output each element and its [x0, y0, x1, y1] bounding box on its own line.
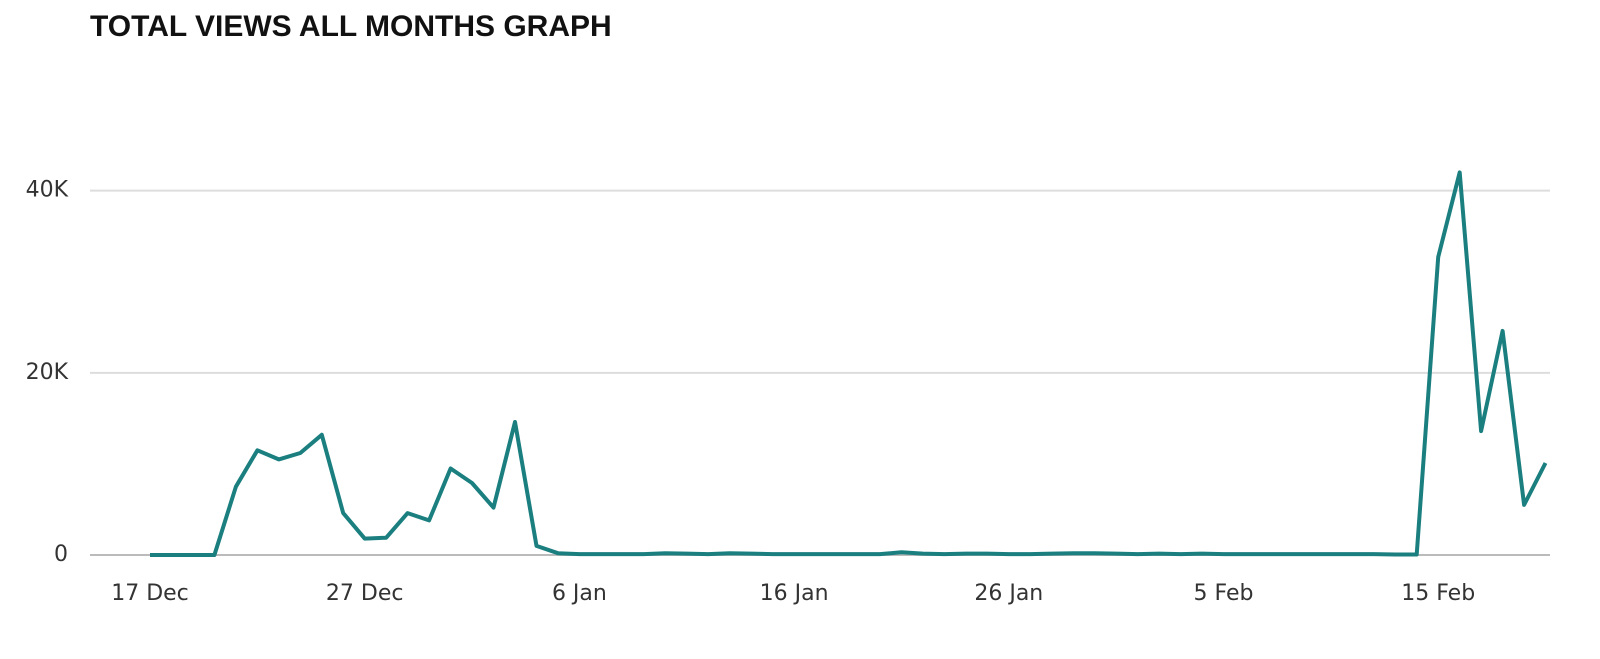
x-tick-label: 17 Dec [111, 581, 189, 606]
x-tick-label: 26 Jan [974, 581, 1043, 606]
x-tick-label: 5 Feb [1194, 581, 1254, 606]
x-tick-label: 6 Jan [552, 581, 607, 606]
x-tick-label: 15 Feb [1401, 581, 1475, 606]
data-line [150, 170, 1548, 557]
x-tick-label: 27 Dec [326, 581, 404, 606]
y-tick-label: 20K [26, 360, 69, 385]
y-tick-label: 40K [26, 178, 69, 203]
chart-title: TOTAL VIEWS ALL MONTHS GRAPH [90, 10, 612, 43]
x-tick-label: 16 Jan [760, 581, 829, 606]
y-tick-label: 0 [54, 542, 68, 567]
